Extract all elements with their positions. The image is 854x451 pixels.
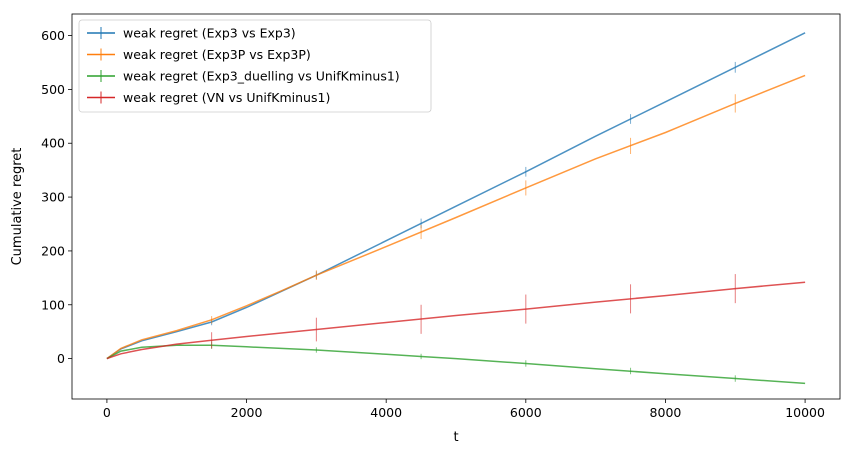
x-tick-label: 10000: [785, 405, 825, 420]
series-4: [106, 274, 806, 360]
x-axis-label: t: [453, 430, 458, 445]
y-tick-label: 500: [41, 82, 65, 97]
legend: weak regret (Exp3 vs Exp3) weak regret (E…: [78, 19, 432, 113]
x-tick-label: 8000: [650, 405, 682, 420]
legend-label: weak regret (Exp3P vs Exp3P): [123, 47, 311, 62]
y-axis-label: Cumulative regret: [10, 148, 25, 266]
legend-label: weak regret (Exp3 vs Exp3): [123, 26, 296, 41]
series-2: [106, 74, 806, 360]
y-tick-label: 400: [41, 136, 65, 151]
series-layer: [106, 32, 806, 385]
y-tick-label: 200: [41, 243, 65, 258]
y-tick-label: 300: [41, 190, 65, 205]
legend-item: weak regret (VN vs UnifKminus1): [87, 90, 330, 105]
y-tick-label: 600: [41, 28, 65, 43]
x-tick-label: 0: [103, 405, 111, 420]
legend-item: weak regret (Exp3_duelling vs UnifKminus…: [87, 69, 400, 84]
y-tick-label: 100: [41, 297, 65, 312]
legend-label: weak regret (Exp3_duelling vs UnifKminus…: [123, 69, 400, 84]
y-tick-label: 0: [57, 351, 65, 366]
x-tick-label: 6000: [510, 405, 542, 420]
legend-label: weak regret (VN vs UnifKminus1): [123, 90, 330, 105]
axes-frame: [71, 13, 841, 400]
x-tick-label: 2000: [231, 405, 263, 420]
legend-box: [78, 19, 432, 113]
legend-item: weak regret (Exp3 vs Exp3): [87, 26, 296, 41]
legend-item: weak regret (Exp3P vs Exp3P): [87, 47, 311, 62]
ticks-layer: 0 2000 4000 6000 8000 10000 0 100 200 300 400 500 60…: [41, 28, 825, 420]
x-tick-label: 4000: [370, 405, 402, 420]
series-line: [106, 344, 806, 385]
series-line: [106, 281, 806, 360]
